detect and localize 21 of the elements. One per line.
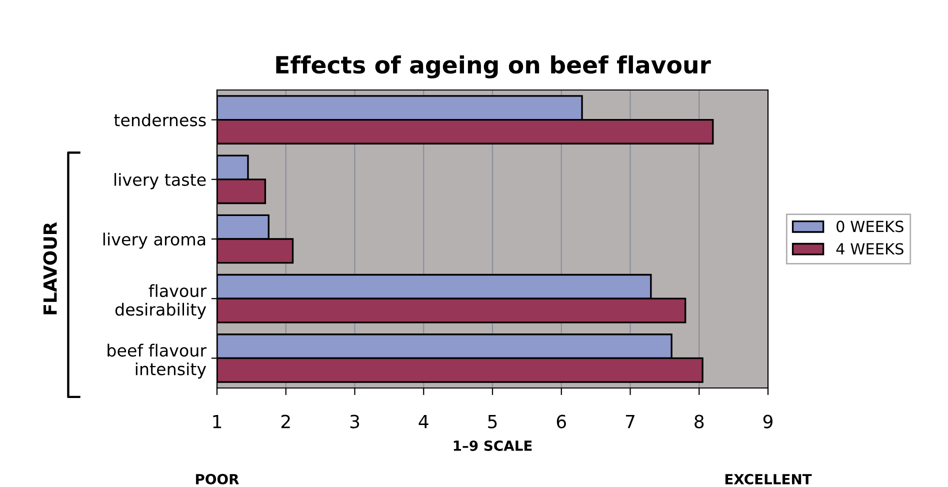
x-tick-label: 8 bbox=[694, 414, 704, 428]
chart-title: Effects of ageing on beef flavour bbox=[276, 55, 711, 78]
x-tick-label: 2 bbox=[281, 414, 290, 428]
x-axis-title: 1–9 SCALE bbox=[454, 440, 532, 451]
x-tick-label: 5 bbox=[488, 414, 497, 428]
legend-label: 4 WEEKS bbox=[836, 243, 904, 255]
x-tick-label: 7 bbox=[626, 414, 634, 428]
x-tick-label: 3 bbox=[350, 414, 360, 428]
text: POOR bbox=[196, 474, 239, 484]
x-tick-label: 1 bbox=[213, 414, 222, 428]
y-tick-label: livery taste bbox=[114, 173, 206, 190]
y-tick-label: beef flavour intensity bbox=[108, 344, 207, 379]
y-tick-label: flavour desirability bbox=[115, 284, 207, 319]
y-tick-label: tenderness bbox=[114, 113, 206, 126]
x-tick-label: 9 bbox=[763, 414, 772, 428]
y-tick-label: livery aroma bbox=[103, 232, 206, 249]
x-tick-label: 4 bbox=[418, 414, 428, 428]
x-tick-label: 6 bbox=[556, 414, 566, 428]
legend-label: 0 WEEKS bbox=[836, 220, 904, 232]
text: EXCELLENT bbox=[725, 474, 812, 484]
text: FLAVOUR bbox=[43, 222, 57, 314]
